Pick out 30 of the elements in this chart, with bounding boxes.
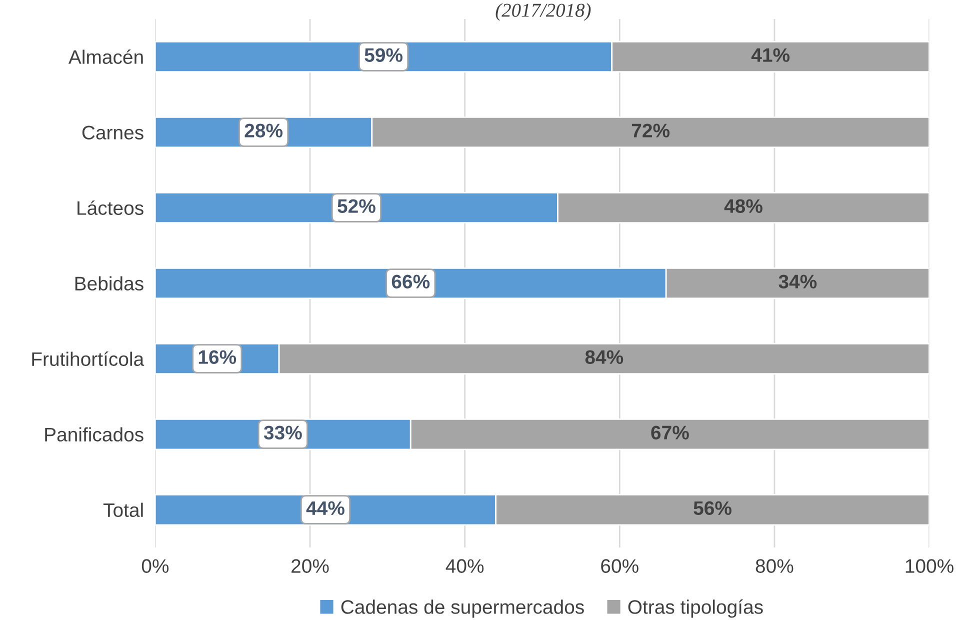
y-tick-label: Total	[103, 502, 143, 518]
x-tick-label: 20%	[292, 559, 329, 573]
y-tick-label: Frutihortícola	[32, 352, 144, 366]
y-tick-label: Panificados	[45, 427, 144, 442]
data-label: 48%	[724, 199, 762, 213]
data-label: 72%	[632, 124, 670, 138]
y-tick-label: Bebidas	[75, 276, 144, 291]
x-tick-label: 0%	[142, 559, 169, 573]
data-label: 34%	[778, 274, 817, 289]
y-tick-label: Carnes	[82, 126, 144, 140]
data-label: 44%	[306, 501, 344, 515]
data-label: 16%	[198, 350, 236, 364]
x-tick-label: 100%	[906, 559, 954, 573]
data-label: 28%	[244, 124, 283, 138]
data-label: 41%	[751, 48, 790, 62]
data-label: 66%	[392, 274, 430, 288]
data-label: 59%	[364, 48, 402, 62]
legend-label: Otras tipologías	[628, 599, 763, 618]
data-label: 84%	[585, 350, 624, 364]
x-tick-label: 60%	[601, 559, 638, 573]
x-tick-label: 40%	[446, 559, 484, 573]
data-label: 56%	[694, 501, 732, 516]
x-tick-label: 80%	[756, 559, 794, 573]
chart-title: (2017/2018)	[496, 3, 591, 21]
y-tick-label: Almacén	[68, 49, 143, 64]
legend-label: Cadenas de supermercados	[341, 600, 584, 618]
data-label: 33%	[264, 426, 302, 440]
data-label: 52%	[338, 199, 376, 213]
data-label: 67%	[651, 426, 689, 440]
y-tick-label: Lácteos	[78, 200, 144, 215]
